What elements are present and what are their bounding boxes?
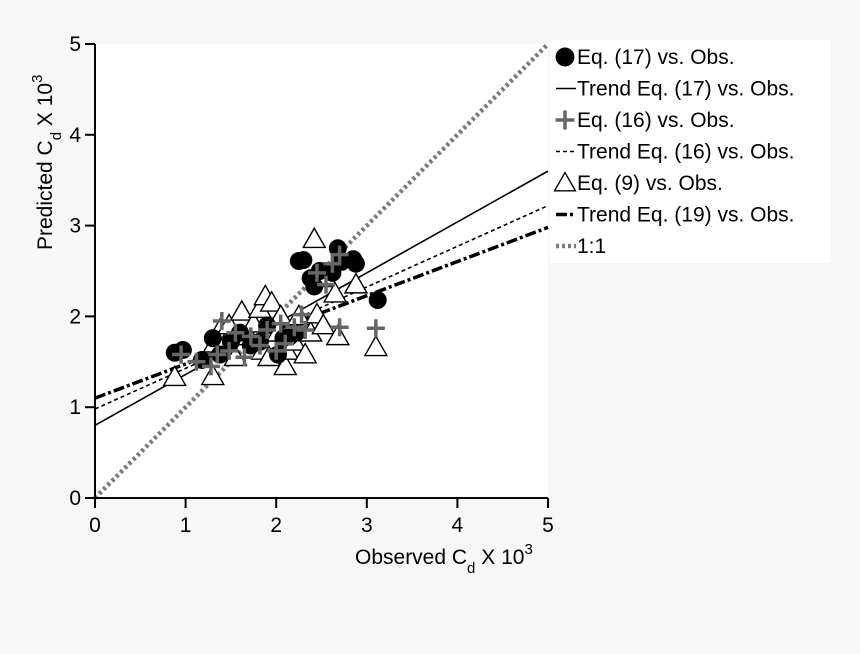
data-point-plus — [250, 336, 269, 355]
y-tick-label: 0 — [69, 487, 81, 510]
data-point-plus — [201, 357, 220, 376]
legend-symbol — [555, 47, 575, 67]
data-point-triangle — [162, 364, 187, 387]
legend-entry: Trend Eq. (19) vs. Obs. — [556, 204, 794, 227]
x-tick-label: 1 — [180, 514, 192, 537]
legend-label: Trend Eq. (19) vs. Obs. — [577, 204, 794, 227]
axes — [93, 44, 548, 500]
data-point-circle — [173, 340, 192, 359]
data-point-circle — [346, 254, 365, 273]
data-point-circle — [203, 329, 222, 348]
data-point-triangle — [302, 226, 327, 249]
data-point-plus — [285, 318, 304, 337]
data-point-plus — [366, 319, 385, 338]
data-point-circle — [328, 239, 347, 258]
data-point-triangle — [200, 363, 225, 386]
data-point-plus — [212, 311, 231, 330]
legend-entry: Eq. (17) vs. Obs. — [555, 46, 735, 69]
legend-label: Trend Eq. (17) vs. Obs. — [577, 78, 794, 101]
x-tick-label: 0 — [89, 514, 101, 537]
x-axis-label: Observed Cd X 103 — [355, 541, 533, 577]
legend-label: Eq. (9) vs. Obs. — [577, 172, 723, 195]
data-point-triangle — [325, 323, 351, 346]
data-point-circle — [294, 251, 313, 270]
data-point-plus — [208, 345, 227, 364]
tick-marks: 0 1 2 3 4 5 0 1 2 3 4 5 — [69, 33, 554, 537]
x-tick-label: 4 — [452, 514, 464, 537]
y-tick-label: 1 — [69, 396, 81, 419]
legend-symbol — [553, 171, 577, 192]
data-point-plus — [292, 305, 311, 324]
data-point-plus — [276, 334, 295, 353]
data-point-triangle — [363, 334, 389, 357]
data-point-plus — [241, 327, 260, 346]
legend-label: 1:1 — [577, 235, 606, 258]
data-point-circle — [368, 291, 387, 310]
data-point-plus — [172, 345, 191, 364]
legend-symbol — [555, 110, 575, 130]
data-point-plus — [271, 314, 290, 333]
data-point-circle — [305, 277, 324, 296]
y-tick-label: 3 — [69, 215, 81, 238]
y-tick-label: 5 — [69, 33, 81, 56]
data-point-triangle — [259, 290, 284, 312]
data-point-plus — [258, 321, 277, 340]
legend-entry: Trend Eq. (16) vs. Obs. — [556, 141, 794, 164]
legend-label: Eq. (16) vs. Obs. — [577, 109, 735, 132]
trend-line — [94, 204, 549, 410]
x-tick-label: 3 — [361, 514, 373, 537]
x-tick-label: 5 — [542, 514, 554, 537]
data-point-plus — [317, 275, 336, 294]
data-point-plus — [226, 323, 245, 342]
legend-entry: Trend Eq. (17) vs. Obs. — [556, 78, 794, 101]
legend-box — [550, 40, 830, 263]
legend-entry: Eq. (16) vs. Obs. — [555, 109, 735, 132]
y-tick-label: 4 — [69, 124, 81, 147]
data-point-plus — [220, 341, 239, 360]
data-point-plus — [267, 341, 286, 360]
legend-label: Trend Eq. (16) vs. Obs. — [577, 141, 794, 164]
data-point-triangle — [273, 353, 298, 376]
series-layer — [93, 42, 550, 500]
data-point-plus — [307, 263, 326, 282]
data-point-triangle — [292, 342, 318, 364]
legend-label: Eq. (17) vs. Obs. — [577, 46, 735, 69]
y-tick-label: 2 — [69, 305, 81, 328]
data-point-plus — [330, 318, 349, 337]
legend-entry: 1:1 — [556, 235, 606, 258]
legend-entry: Eq. (9) vs. Obs. — [553, 171, 723, 195]
data-point-plus — [296, 321, 315, 340]
data-point-plus — [187, 352, 206, 371]
series-plus — [172, 245, 385, 376]
data-point-triangle — [343, 272, 369, 294]
y-axis-label: Predicted Cd X 103 — [29, 75, 65, 250]
x-tick-label: 2 — [270, 514, 282, 537]
data-point-plus — [235, 348, 254, 367]
data-point-plus — [323, 254, 342, 273]
legend: Eq. (17) vs. Obs. Trend Eq. (17) vs. Obs.… — [553, 46, 794, 258]
data-point-plus — [330, 245, 349, 264]
data-point-triangle — [322, 281, 348, 303]
data-point-triangle — [229, 299, 254, 321]
data-point-triangle — [311, 313, 336, 335]
